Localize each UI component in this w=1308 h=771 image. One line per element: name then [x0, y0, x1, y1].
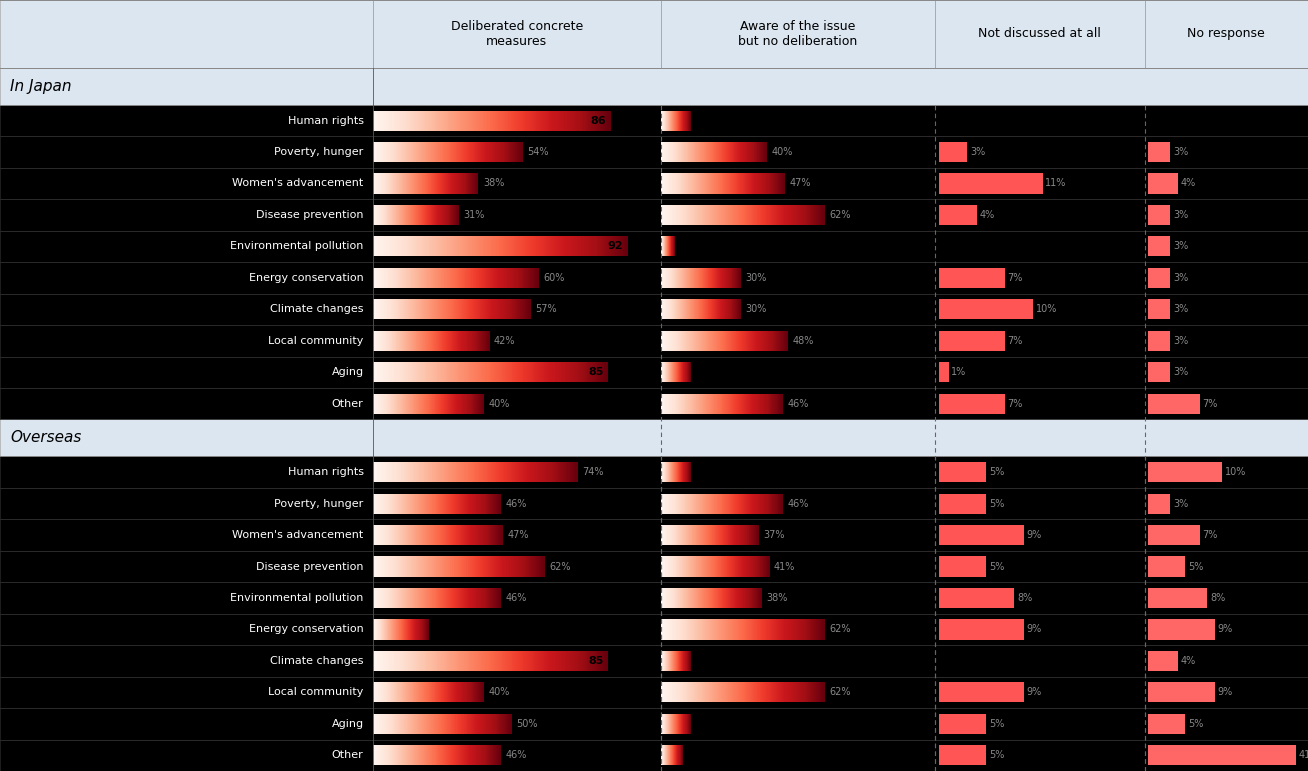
Text: 38%: 38% [483, 179, 505, 188]
Text: 85: 85 [589, 656, 604, 666]
Text: Human rights: Human rights [288, 467, 364, 477]
Text: 40%: 40% [488, 688, 510, 697]
Text: 86: 86 [591, 116, 607, 126]
Text: 9%: 9% [1027, 688, 1041, 697]
Text: 54%: 54% [527, 147, 548, 157]
Text: 3%: 3% [1173, 273, 1189, 283]
Text: Energy conservation: Energy conservation [249, 273, 364, 283]
Text: 30%: 30% [744, 305, 766, 315]
Text: 5%: 5% [989, 750, 1005, 760]
Text: 47%: 47% [508, 530, 530, 540]
Text: 10%: 10% [1036, 305, 1057, 315]
Text: 4%: 4% [1181, 179, 1196, 188]
Text: 3%: 3% [971, 147, 985, 157]
Text: 46%: 46% [505, 750, 526, 760]
Text: Environmental pollution: Environmental pollution [230, 593, 364, 603]
Text: Other: Other [332, 750, 364, 760]
Text: Local community: Local community [268, 336, 364, 345]
Text: 5%: 5% [989, 467, 1005, 477]
Text: 3%: 3% [1173, 241, 1189, 251]
Text: 10%: 10% [1224, 467, 1247, 477]
Text: 7%: 7% [1202, 399, 1218, 409]
Text: 40%: 40% [772, 147, 793, 157]
Text: 48%: 48% [793, 336, 814, 345]
Text: Aware of the issue
but no deliberation: Aware of the issue but no deliberation [738, 20, 858, 48]
Text: Environmental pollution: Environmental pollution [230, 241, 364, 251]
Text: 3%: 3% [1173, 210, 1189, 220]
Text: 7%: 7% [1007, 273, 1023, 283]
Text: 46%: 46% [787, 399, 808, 409]
Text: 30%: 30% [744, 273, 766, 283]
Text: 3%: 3% [1173, 147, 1189, 157]
Text: 8%: 8% [1018, 593, 1032, 603]
Text: 11%: 11% [1045, 179, 1067, 188]
Text: 9%: 9% [1218, 688, 1232, 697]
Text: 62%: 62% [829, 210, 850, 220]
Text: 9%: 9% [1218, 625, 1232, 635]
Text: 37%: 37% [764, 530, 785, 540]
Text: Overseas: Overseas [10, 430, 82, 446]
Text: In Japan: In Japan [10, 79, 72, 94]
Text: No response: No response [1188, 28, 1265, 40]
Text: 9%: 9% [1027, 530, 1041, 540]
Text: Energy conservation: Energy conservation [249, 625, 364, 635]
Text: 5%: 5% [1188, 719, 1203, 729]
Text: 4%: 4% [1181, 656, 1196, 666]
Text: Women's advancement: Women's advancement [233, 179, 364, 188]
Text: 74%: 74% [582, 467, 604, 477]
Text: Disease prevention: Disease prevention [256, 561, 364, 571]
Text: Climate changes: Climate changes [271, 305, 364, 315]
Text: 5%: 5% [989, 719, 1005, 729]
Text: Poverty, hunger: Poverty, hunger [275, 499, 364, 509]
Text: 40%: 40% [488, 399, 510, 409]
Text: 47%: 47% [790, 179, 811, 188]
Text: 3%: 3% [1173, 367, 1189, 377]
Text: Local community: Local community [268, 688, 364, 697]
Text: 7%: 7% [1202, 530, 1218, 540]
Text: Deliberated concrete
measures: Deliberated concrete measures [450, 20, 583, 48]
Text: 50%: 50% [517, 719, 538, 729]
Text: 9%: 9% [1027, 625, 1041, 635]
Text: Human rights: Human rights [288, 116, 364, 126]
Text: Climate changes: Climate changes [271, 656, 364, 666]
Text: 57%: 57% [535, 305, 557, 315]
Text: 1%: 1% [951, 367, 967, 377]
Text: 62%: 62% [549, 561, 570, 571]
Text: Women's advancement: Women's advancement [233, 530, 364, 540]
Text: Disease prevention: Disease prevention [256, 210, 364, 220]
Text: 62%: 62% [829, 625, 850, 635]
Text: 7%: 7% [1007, 399, 1023, 409]
Text: Not discussed at all: Not discussed at all [978, 28, 1101, 40]
Text: 41%: 41% [774, 561, 795, 571]
Text: 7%: 7% [1007, 336, 1023, 345]
Text: Aging: Aging [331, 719, 364, 729]
Text: 5%: 5% [989, 561, 1005, 571]
Text: 41%: 41% [1298, 750, 1308, 760]
Text: 85: 85 [589, 367, 604, 377]
Text: 4%: 4% [980, 210, 994, 220]
Text: 5%: 5% [1188, 561, 1203, 571]
Text: 3%: 3% [1173, 336, 1189, 345]
Text: 38%: 38% [766, 593, 787, 603]
Text: 3%: 3% [1173, 305, 1189, 315]
Text: Other: Other [332, 399, 364, 409]
Text: 5%: 5% [989, 499, 1005, 509]
Text: 8%: 8% [1210, 593, 1226, 603]
Text: 46%: 46% [787, 499, 808, 509]
Text: 3%: 3% [1173, 499, 1189, 509]
Text: 60%: 60% [544, 273, 565, 283]
Text: 46%: 46% [505, 593, 526, 603]
Text: 42%: 42% [494, 336, 515, 345]
Text: 46%: 46% [505, 499, 526, 509]
Text: Aging: Aging [331, 367, 364, 377]
Text: 62%: 62% [829, 688, 850, 697]
Text: Poverty, hunger: Poverty, hunger [275, 147, 364, 157]
Text: 31%: 31% [463, 210, 485, 220]
Text: 92: 92 [607, 241, 623, 251]
